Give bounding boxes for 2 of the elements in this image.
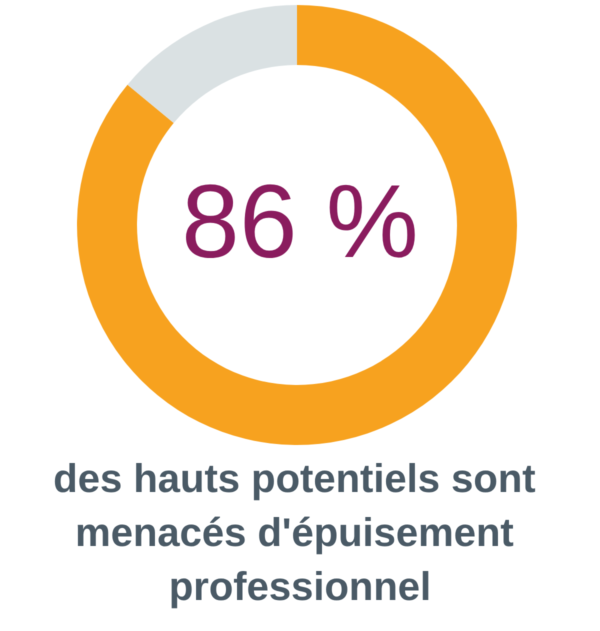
- text: des hauts potentiels sont menacés d'épuisement professionnel: [53, 457, 547, 609]
- text: 86 %: [181, 164, 419, 280]
